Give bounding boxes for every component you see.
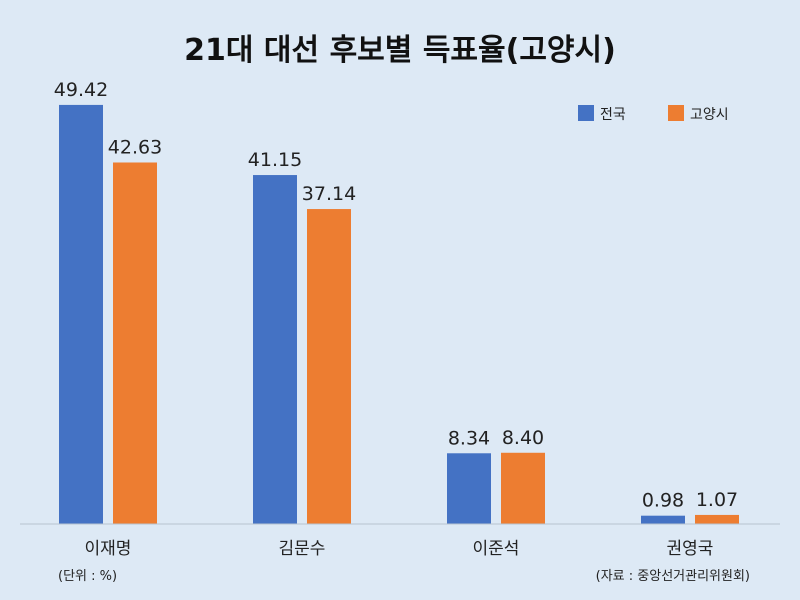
category-labels-group: 이재명 김문수 이준석 권영국 <box>85 539 714 559</box>
category-label-3: 권영국 <box>667 539 714 559</box>
value-label-goyang-0: 42.63 <box>108 136 162 158</box>
bar-national-3 <box>641 515 685 524</box>
bar-goyang-1 <box>307 209 351 524</box>
value-label-national-3: 0.98 <box>642 490 684 512</box>
bar-goyang-3 <box>695 514 739 524</box>
value-label-goyang-2: 8.40 <box>502 427 544 449</box>
value-label-goyang-1: 37.14 <box>302 183 356 205</box>
legend-swatch-national <box>578 105 594 121</box>
legend-swatch-goyang <box>668 105 684 121</box>
category-label-1: 김문수 <box>279 539 326 559</box>
bar-goyang-0 <box>113 162 157 524</box>
value-label-goyang-3: 1.07 <box>696 489 738 511</box>
bars-group <box>59 104 739 525</box>
source-note: (자료 : 중앙선거관리위원회) <box>596 569 750 584</box>
category-label-0: 이재명 <box>85 539 132 559</box>
value-label-national-2: 8.34 <box>448 427 490 449</box>
bar-national-1 <box>253 175 297 524</box>
legend: 전국 고양시 <box>578 105 729 123</box>
legend-label-national: 전국 <box>600 107 626 123</box>
bar-national-0 <box>59 104 103 525</box>
legend-label-goyang: 고양시 <box>690 107 729 123</box>
chart-title: 21대 대선 후보별 득표율(고양시) <box>184 33 616 68</box>
category-label-2: 이준석 <box>473 539 520 559</box>
unit-note: (단위 : %) <box>58 569 117 584</box>
bar-national-2 <box>447 453 491 524</box>
value-label-national-1: 41.15 <box>248 149 302 171</box>
bar-goyang-2 <box>501 452 545 524</box>
value-label-national-0: 49.42 <box>54 79 108 101</box>
